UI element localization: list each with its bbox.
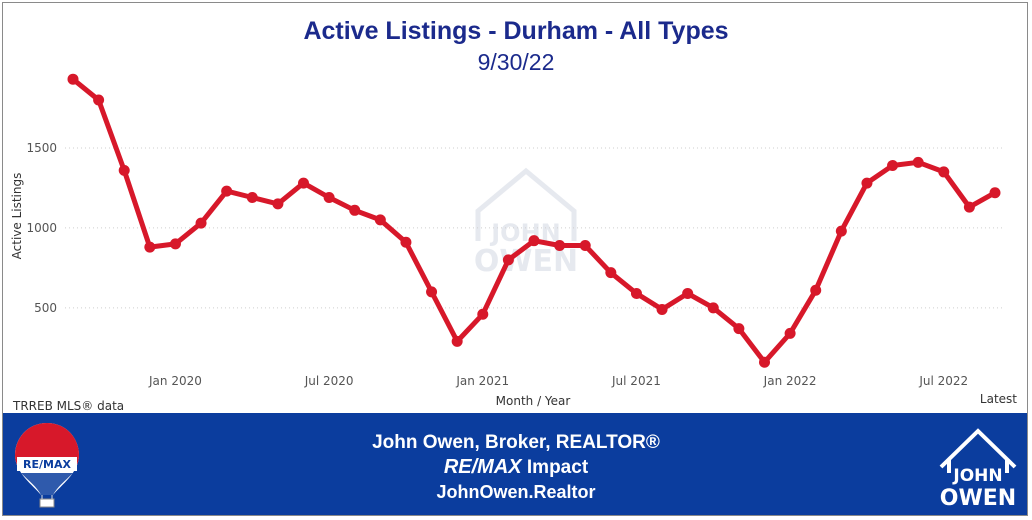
data-point: [349, 204, 361, 216]
grid-lines: [65, 147, 1003, 309]
data-point: [682, 287, 694, 299]
data-point: [887, 160, 899, 172]
data-point: [810, 284, 822, 296]
chart-subtitle: 9/30/22: [477, 49, 555, 75]
data-point: [195, 217, 207, 229]
x-tick-label: Jul 2022: [918, 374, 968, 388]
data-point: [912, 156, 924, 168]
data-point: [963, 201, 975, 213]
data-point: [67, 73, 79, 85]
data-point: [221, 185, 233, 197]
data-point: [630, 287, 642, 299]
data-point: [426, 286, 438, 298]
x-tick-label: Jan 2022: [763, 374, 817, 388]
data-point: [272, 198, 284, 210]
data-point: [323, 192, 335, 204]
data-point: [759, 356, 770, 368]
x-tick-labels: Jan 2020 Jul 2020 Jan 2021 Jul 2021 Jan 2022…: [148, 374, 968, 388]
x-tick-label: Jul 2021: [611, 374, 661, 388]
data-point: [528, 235, 540, 247]
y-tick-labels: 500 1000 1500: [26, 141, 57, 315]
remax-balloon-icon: RE/MAX: [15, 423, 79, 508]
data-point: [835, 225, 847, 237]
watermark-house-icon: [475, 167, 577, 241]
data-point: [579, 239, 591, 251]
y-axis-title: Active Listings: [10, 173, 24, 260]
data-point: [93, 94, 105, 106]
chart-title: Active Listings - Durham - All Types: [303, 17, 729, 45]
source-note: TRREB MLS® data: [13, 399, 125, 413]
x-tick-label: Jan 2020: [148, 374, 202, 388]
y-tick-label: 1500: [26, 141, 57, 155]
y-tick-label: 1000: [26, 221, 57, 235]
data-point: [477, 308, 489, 320]
remax-brand: RE/MAX: [443, 456, 522, 478]
footer-banner: RE/MAX John Owen, Broker, REALTOR® RE/MA…: [3, 413, 1027, 515]
data-point: [451, 335, 463, 347]
x-axis-title: Month / Year: [496, 394, 571, 408]
footer-website: JohnOwen.Realtor: [436, 482, 596, 502]
data-point: [169, 238, 181, 250]
footer-agent-name: John Owen, Broker, REALTOR®: [372, 432, 660, 453]
balloon-label: RE/MAX: [23, 458, 71, 471]
logo-line1: JOHN: [952, 466, 1002, 486]
john-owen-watermark: JOHN OWEN: [474, 167, 578, 279]
john-owen-logo-icon: JOHN OWEN: [939, 428, 1017, 509]
data-point: [502, 254, 514, 266]
footer-brokerage: RE/MAX Impact: [3, 455, 1027, 480]
data-point: [861, 177, 873, 189]
brokerage-name: Impact: [521, 457, 589, 478]
data-point: [554, 239, 566, 251]
data-point: [400, 236, 412, 248]
data-points: [67, 73, 1001, 368]
data-point: [246, 192, 258, 204]
data-point: [733, 323, 745, 335]
y-tick-label: 500: [34, 301, 57, 315]
data-point: [298, 177, 309, 189]
data-point: [656, 303, 668, 315]
data-point: [707, 302, 719, 314]
data-point: [989, 187, 1001, 199]
data-point: [118, 164, 130, 176]
data-point: [374, 214, 386, 226]
logo-line2: OWEN: [940, 486, 1016, 509]
x-tick-label: Jan 2021: [455, 374, 509, 388]
footer-text: John Owen, Broker, REALTOR® RE/MAX Impac…: [3, 431, 1027, 504]
x-tick-label: Jul 2020: [304, 374, 354, 388]
data-point: [605, 267, 617, 279]
data-point: [784, 327, 796, 339]
data-point: [938, 166, 950, 178]
latest-note: Latest: [979, 392, 1017, 406]
data-point: [144, 241, 156, 253]
